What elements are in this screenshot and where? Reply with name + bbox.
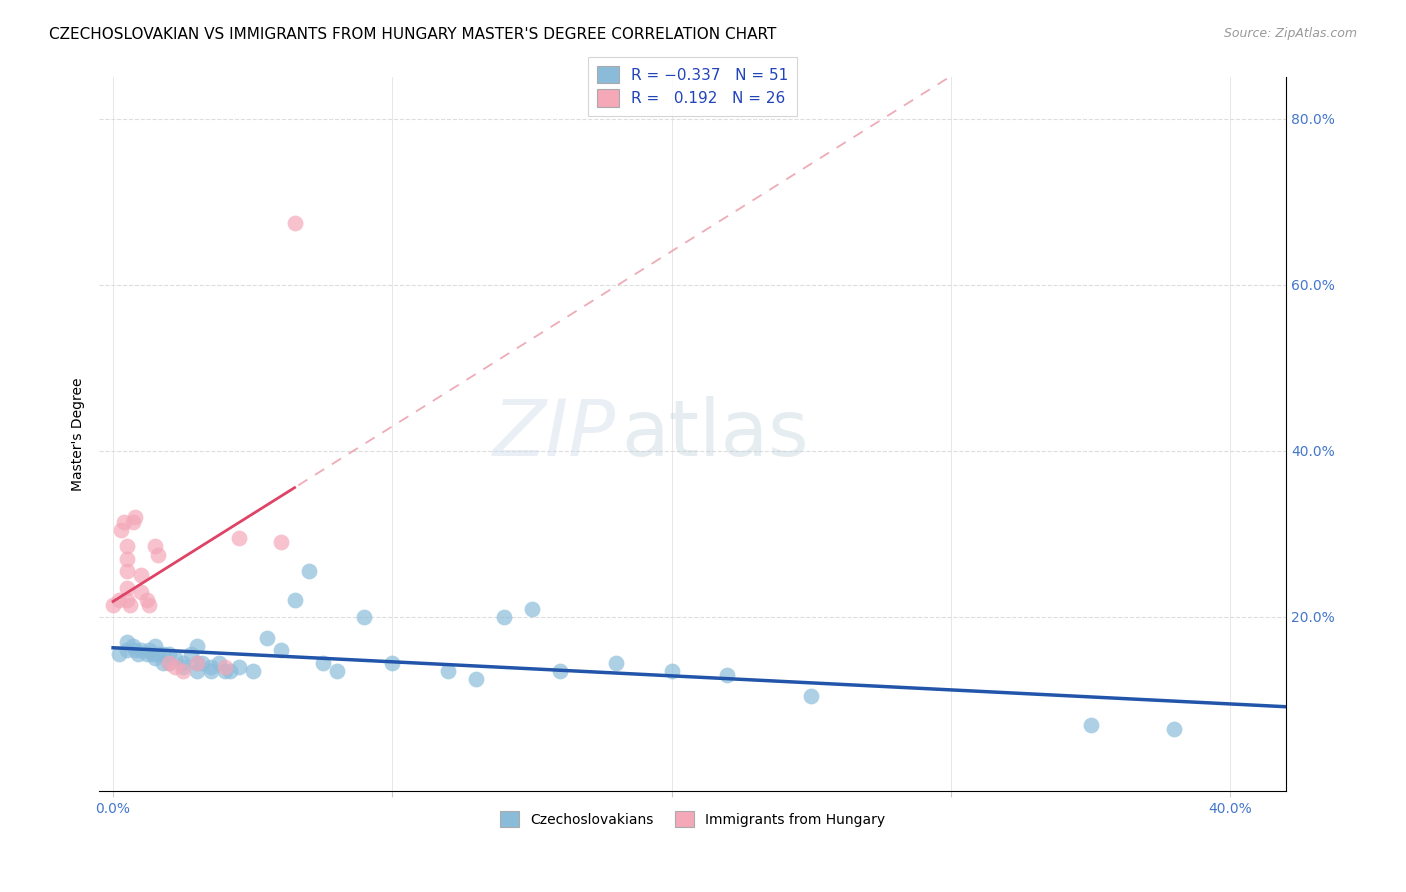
Point bbox=[157, 656, 180, 670]
Point bbox=[186, 656, 208, 670]
Point bbox=[520, 601, 543, 615]
Point bbox=[152, 656, 174, 670]
Text: Source: ZipAtlas.com: Source: ZipAtlas.com bbox=[1223, 27, 1357, 40]
Point bbox=[124, 643, 146, 657]
Point bbox=[115, 540, 138, 554]
Point bbox=[135, 593, 157, 607]
Point bbox=[138, 643, 160, 657]
Point bbox=[115, 581, 138, 595]
Point bbox=[214, 659, 236, 673]
Point bbox=[228, 659, 250, 673]
Point bbox=[437, 664, 460, 678]
Point bbox=[191, 656, 214, 670]
Point bbox=[284, 216, 307, 230]
Text: CZECHOSLOVAKIAN VS IMMIGRANTS FROM HUNGARY MASTER'S DEGREE CORRELATION CHART: CZECHOSLOVAKIAN VS IMMIGRANTS FROM HUNGA… bbox=[49, 27, 776, 42]
Point bbox=[141, 648, 163, 662]
Point bbox=[214, 664, 236, 678]
Point bbox=[107, 648, 129, 662]
Point bbox=[146, 648, 169, 662]
Point bbox=[716, 668, 738, 682]
Point bbox=[115, 635, 138, 649]
Point bbox=[256, 631, 278, 645]
Point bbox=[228, 531, 250, 545]
Point bbox=[115, 552, 138, 566]
Point bbox=[107, 593, 129, 607]
Point bbox=[118, 598, 141, 612]
Point bbox=[186, 639, 208, 653]
Point bbox=[311, 656, 333, 670]
Point bbox=[121, 515, 143, 529]
Point bbox=[143, 651, 166, 665]
Legend: Czechoslovakians, Immigrants from Hungary: Czechoslovakians, Immigrants from Hungar… bbox=[494, 805, 893, 834]
Point bbox=[115, 593, 138, 607]
Text: atlas: atlas bbox=[621, 396, 808, 473]
Point bbox=[200, 664, 222, 678]
Point bbox=[163, 651, 186, 665]
Point bbox=[800, 689, 823, 703]
Point bbox=[157, 656, 180, 670]
Point bbox=[115, 643, 138, 657]
Point bbox=[152, 648, 174, 662]
Point bbox=[200, 659, 222, 673]
Point bbox=[381, 656, 404, 670]
Point bbox=[353, 610, 375, 624]
Point bbox=[548, 664, 571, 678]
Point bbox=[325, 664, 347, 678]
Point bbox=[115, 564, 138, 578]
Point bbox=[143, 540, 166, 554]
Point bbox=[138, 598, 160, 612]
Point bbox=[605, 656, 627, 670]
Point bbox=[465, 672, 488, 686]
Point bbox=[143, 639, 166, 653]
Y-axis label: Master's Degree: Master's Degree bbox=[72, 377, 86, 491]
Point bbox=[1163, 722, 1185, 736]
Point bbox=[163, 659, 186, 673]
Point bbox=[242, 664, 264, 678]
Point bbox=[157, 648, 180, 662]
Point bbox=[284, 593, 307, 607]
Point bbox=[1080, 718, 1102, 732]
Point bbox=[112, 515, 135, 529]
Point bbox=[110, 523, 132, 537]
Point bbox=[494, 610, 516, 624]
Point bbox=[172, 656, 194, 670]
Point bbox=[127, 648, 149, 662]
Point bbox=[219, 664, 242, 678]
Point bbox=[208, 656, 231, 670]
Point bbox=[121, 639, 143, 653]
Point bbox=[661, 664, 683, 678]
Point bbox=[129, 585, 152, 599]
Point bbox=[135, 648, 157, 662]
Point bbox=[129, 568, 152, 582]
Point bbox=[297, 564, 319, 578]
Point bbox=[186, 664, 208, 678]
Point bbox=[101, 598, 124, 612]
Point bbox=[270, 643, 292, 657]
Point bbox=[172, 659, 194, 673]
Point bbox=[180, 648, 202, 662]
Point bbox=[270, 535, 292, 549]
Point bbox=[146, 548, 169, 562]
Point bbox=[129, 643, 152, 657]
Point bbox=[124, 510, 146, 524]
Point bbox=[172, 664, 194, 678]
Text: ZIP: ZIP bbox=[492, 396, 616, 473]
Point bbox=[186, 656, 208, 670]
